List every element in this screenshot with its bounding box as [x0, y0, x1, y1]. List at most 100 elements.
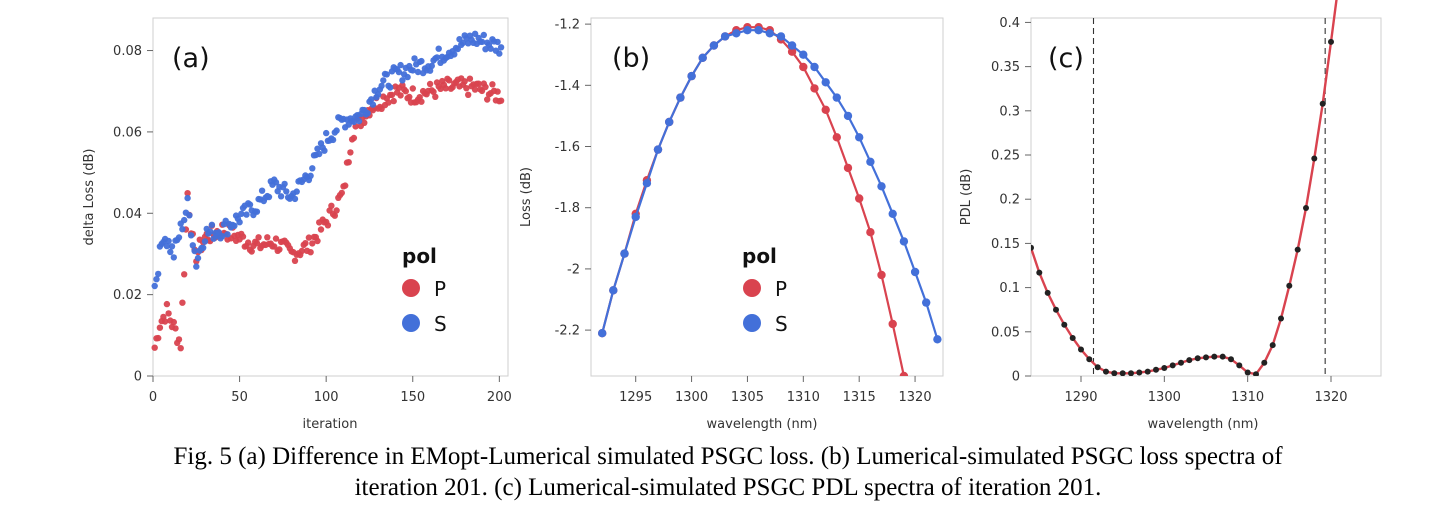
panel-a-point-s [478, 38, 486, 45]
panel-a-point-p [497, 97, 505, 104]
panel-a-point-p [432, 93, 439, 101]
figure-caption: Fig. 5 (a) Difference in EMopt-Lumerical… [0, 441, 1456, 503]
panel-b-series [598, 23, 942, 376]
panel-c-y-axis-label: PDL (dB) [959, 169, 974, 226]
panel-b-series-s [598, 26, 942, 344]
panel-b-y-axis-label: Loss (dB) [519, 167, 534, 227]
panel-a-point-p [177, 345, 184, 352]
panel-a-x-tick-label: 100 [314, 390, 339, 405]
panel-a-x-ticks: 0 50 100 150 200 [149, 376, 512, 405]
panel-a-point-p [442, 85, 449, 92]
panel-c-point [1053, 306, 1059, 313]
panel-a-point-s [194, 254, 202, 262]
panel-c-point [1286, 282, 1293, 289]
panel-a-point-p [445, 77, 453, 84]
panel-c-point [1253, 371, 1259, 376]
panel-a-point-s [186, 212, 193, 219]
panel-b-point-p [843, 163, 853, 173]
panel-a-point-p [163, 300, 171, 308]
panel-a-point-s [165, 237, 172, 245]
panel-b-point-s [598, 329, 607, 338]
panel-a-point-p [461, 78, 468, 85]
panel-c-series [1031, 0, 1338, 376]
panel-b-legend-label-s: S [775, 312, 788, 336]
panel-a-point-p [175, 336, 183, 343]
panel-a-point-p [465, 91, 472, 99]
panel-b-point-s [642, 179, 652, 188]
panel-c-frame [1030, 17, 1382, 377]
panel-c-y-tick-label: 0.05 [991, 325, 1020, 340]
panel-b-point-s [776, 32, 786, 41]
panel-a-point-s [272, 179, 280, 186]
panel-c-point [1219, 353, 1226, 360]
panel-c-point [1031, 244, 1034, 251]
panel-c-point [1078, 346, 1084, 353]
panel-c-point [1119, 370, 1126, 376]
panel-a-point-s [399, 77, 406, 84]
panel-a-point-p [385, 99, 392, 106]
panel-a-point-s [482, 46, 489, 53]
caption-line-2: iteration 201. (c) Lumerical-simulated P… [354, 474, 1102, 501]
panel-a-point-s [397, 61, 404, 69]
panel-a-point-p [430, 88, 437, 96]
panel-a-point-p [245, 239, 252, 246]
panel-a-point-s [411, 55, 418, 62]
panel-b-point-s [843, 111, 853, 121]
panel-b-x-ticks: 1295 1300 1305 1310 1315 1320 [619, 376, 932, 405]
panel-b-point-s [910, 267, 920, 277]
panel-a-point-p [328, 202, 335, 209]
panel-a-x-tick-label: 150 [400, 390, 425, 405]
panel-a-point-s [364, 110, 371, 117]
panel-b-y-tick-label: -1.4 [555, 79, 580, 94]
panel-c: 1290 1300 1310 1320 00.050.10.150.20.250.30… [959, 0, 1382, 432]
panel-b-point-s [877, 182, 886, 191]
panel-b-x-tick-label: 1300 [675, 390, 708, 405]
panel-a-point-p [179, 299, 186, 306]
panel-a-point-p [302, 240, 309, 247]
panel-b-point-s [665, 117, 674, 127]
panel-a-point-p [489, 81, 496, 88]
panel-b-point-s [720, 32, 730, 41]
panel-b-point-s [899, 237, 909, 246]
panel-c-point [1186, 357, 1193, 364]
panel-a-point-s [206, 228, 214, 235]
panel-a-point-s [179, 226, 186, 233]
panel-c-y-tick-label: 0.1 [999, 281, 1020, 296]
panel-a-point-s [246, 201, 254, 208]
panel-b-point-s [922, 298, 931, 307]
panel-b-point-s [631, 212, 640, 222]
panel-b-point-s [866, 157, 875, 166]
panel-a-point-s [428, 62, 435, 70]
panel-a-point-s [314, 145, 321, 152]
panel-a-point-p [342, 182, 349, 189]
panel-c-point [1211, 353, 1218, 360]
panel-a-x-tick-label: 0 [149, 390, 157, 405]
panel-a-point-s [350, 118, 358, 126]
panel-b-legend-marker-s [743, 314, 761, 332]
panel-b-point-s [676, 93, 685, 102]
panel-c-point [1169, 362, 1176, 369]
panel-a-point-p [170, 318, 177, 326]
panel-a-point-s [163, 242, 171, 250]
panel-c-point [1036, 269, 1043, 276]
panel-c-point [1136, 369, 1143, 376]
panel-c-point [1061, 321, 1068, 328]
panel-b-point-s [620, 249, 629, 258]
panel-a-point-p [345, 159, 352, 166]
panel-a-point-p [390, 97, 397, 105]
panel-a-point-s [418, 57, 425, 65]
panel-a-point-p [331, 212, 338, 219]
caption-line-1: Fig. 5 (a) Difference in EMopt-Lumerical… [173, 443, 1283, 470]
panel-b-point-s [855, 133, 864, 142]
panel-a-point-s [395, 68, 403, 76]
panel-a-point-s [380, 77, 387, 84]
panel-a-point-p [406, 93, 413, 101]
panel-a-legend-label-p: P [434, 277, 446, 301]
panel-a-point-s [480, 31, 487, 39]
panel-c-y-tick-label: 0.15 [991, 237, 1020, 252]
panel-a-point-s [487, 45, 494, 52]
panel-a-point-s [231, 222, 238, 229]
panel-a-point-p [409, 85, 416, 92]
panel-b-point-s [799, 50, 808, 59]
panel-a-point-p [494, 88, 501, 95]
